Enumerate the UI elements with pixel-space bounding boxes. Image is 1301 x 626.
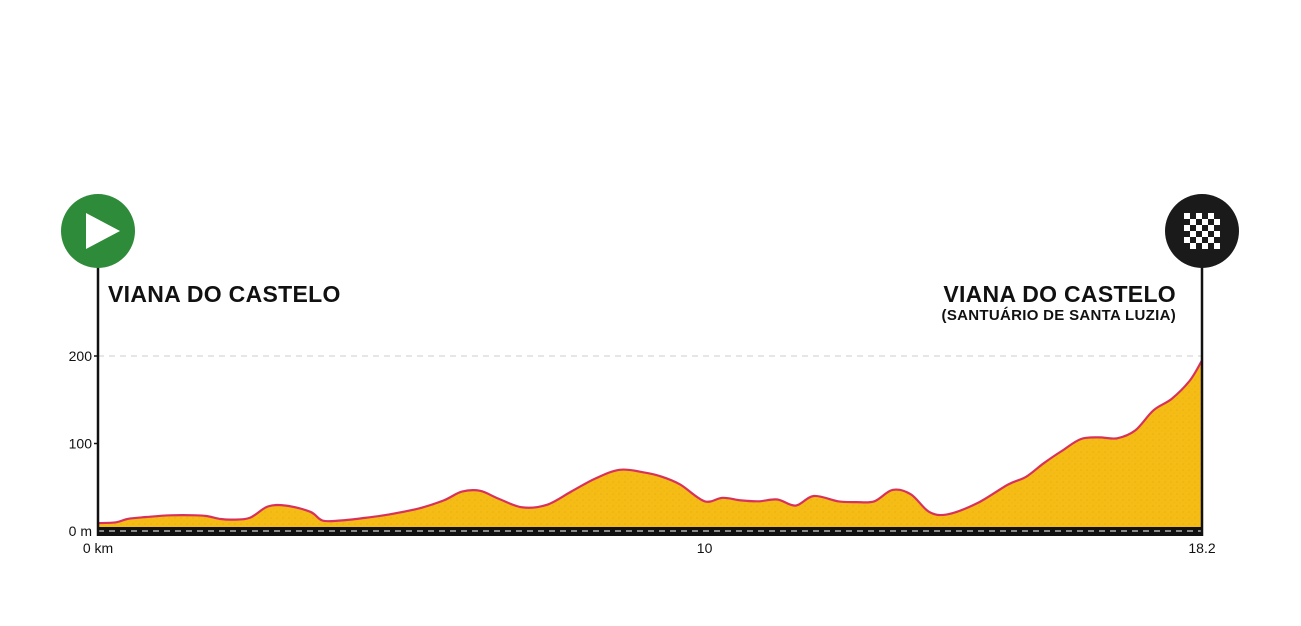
checker-square: [1190, 231, 1196, 237]
start-location-name: VIANA DO CASTELO: [108, 281, 341, 307]
checker-square: [1214, 243, 1220, 249]
finish-location-name: VIANA DO CASTELO: [943, 281, 1176, 307]
checker-square: [1214, 219, 1220, 225]
y-tick-label: 200: [69, 348, 93, 364]
y-tick-label: 100: [69, 436, 93, 452]
y-tick-label: 0 m: [69, 523, 92, 539]
checker-square: [1196, 237, 1202, 243]
x-tick-label: 0 km: [83, 540, 113, 556]
checker-square: [1214, 231, 1220, 237]
finish-marker: [1165, 194, 1239, 268]
checker-square: [1190, 219, 1196, 225]
checker-square: [1208, 225, 1214, 231]
finish-location-subname: (SANTUÁRIO DE SANTA LUZIA): [941, 307, 1176, 324]
x-tick-label: 18.2: [1188, 540, 1215, 556]
checkered-flag-icon: [1184, 213, 1220, 249]
x-tick-label: 10: [697, 540, 713, 556]
checker-square: [1184, 225, 1190, 231]
checker-square: [1208, 213, 1214, 219]
checker-square: [1202, 231, 1208, 237]
play-icon: [86, 213, 120, 249]
checker-square: [1208, 237, 1214, 243]
checker-square: [1184, 213, 1190, 219]
checker-square: [1184, 237, 1190, 243]
checker-square: [1202, 243, 1208, 249]
elevation-line: [97, 359, 1203, 525]
x-axis-ticks: 0 km 10 18.2: [83, 540, 1216, 556]
checker-square: [1190, 243, 1196, 249]
checker-square: [1196, 213, 1202, 219]
start-marker: [61, 194, 135, 268]
checker-square: [1202, 219, 1208, 225]
y-axis-ticks: 0 m 100 200: [69, 348, 98, 539]
elevation-area-texture: [98, 360, 1202, 531]
checker-square: [1196, 225, 1202, 231]
